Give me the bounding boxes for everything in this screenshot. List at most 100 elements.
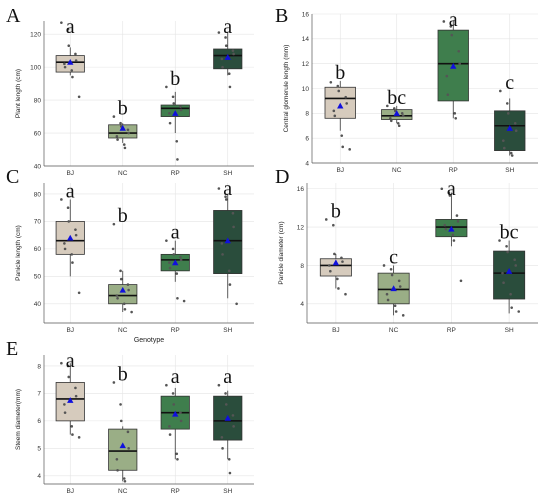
data-point [63, 62, 66, 66]
data-point [514, 264, 518, 267]
data-point [172, 403, 176, 406]
box-sh: a [213, 16, 243, 89]
box-sh: bc [493, 222, 526, 314]
box-rp: a [160, 366, 190, 461]
data-point [513, 258, 516, 262]
x-tick-label: NC [118, 170, 128, 177]
data-point [457, 49, 461, 53]
data-point [397, 279, 401, 283]
data-point [66, 364, 70, 368]
mean-marker [119, 442, 126, 449]
data-point [448, 194, 452, 197]
mean-marker [506, 125, 513, 131]
data-point [126, 430, 130, 434]
data-point [168, 433, 172, 436]
data-point [60, 361, 63, 365]
panel-letter: A [6, 5, 21, 27]
y-tick-label: 16 [302, 11, 310, 18]
y-tick-label: 80 [34, 97, 42, 104]
data-point [447, 191, 451, 194]
y-tick-label: 12 [297, 224, 305, 231]
data-point [127, 288, 130, 292]
data-point [130, 310, 133, 314]
data-point [401, 114, 405, 118]
significance-letter: a [223, 16, 232, 38]
box-nc: b [108, 98, 138, 150]
x-axis-label: Genotype [134, 337, 164, 344]
data-point [443, 223, 447, 227]
panel-b: 4 6 8 10 12 14 16 BJ NC RP SH Central glomerule len… [275, 5, 538, 174]
data-point [227, 457, 231, 461]
data-point [116, 296, 119, 300]
data-point [221, 447, 224, 450]
panel-a: 40 60 80 100 120 BJ NC RP SH Plant length (cm) A a b… [6, 5, 254, 177]
data-point [63, 403, 66, 406]
significance-letter: a [171, 366, 180, 388]
box-nc: c [377, 246, 410, 317]
box-sh: a [213, 178, 243, 306]
box-iqr [493, 250, 526, 300]
significance-letter: a [66, 180, 75, 202]
x-tick-label: BJ [332, 327, 340, 334]
data-point [66, 27, 70, 31]
y-tick-label: 8 [300, 263, 304, 270]
data-point [112, 222, 116, 226]
mean-marker [448, 225, 455, 232]
box-iqr [108, 124, 138, 139]
data-point [67, 375, 71, 379]
mean-marker [390, 285, 397, 292]
data-point [231, 211, 235, 215]
data-point [60, 198, 63, 201]
data-point [453, 112, 457, 115]
x-tick-label: SH [223, 488, 232, 495]
data-point [227, 269, 231, 273]
mean-marker [337, 102, 344, 109]
mean-marker [224, 54, 231, 60]
data-point [449, 25, 453, 28]
mean-marker [450, 62, 457, 69]
data-point [396, 121, 400, 125]
mean-marker [172, 110, 179, 116]
data-point [119, 403, 122, 406]
y-tick-label: 8 [37, 363, 41, 370]
data-point [217, 383, 221, 387]
significance-letter: c [505, 72, 514, 94]
y-tick-label: 4 [300, 301, 304, 308]
x-tick-label: RP [171, 488, 180, 495]
data-point [67, 44, 71, 48]
data-point [506, 250, 509, 254]
data-point [220, 57, 224, 61]
data-point [232, 52, 235, 56]
data-point [228, 283, 232, 286]
data-point [386, 298, 390, 302]
data-point [389, 117, 392, 120]
panel-letter: D [275, 166, 289, 188]
data-point [63, 242, 66, 245]
significance-letter: a [66, 350, 75, 372]
data-point [112, 115, 116, 118]
data-point [66, 206, 70, 210]
data-point [67, 220, 71, 223]
data-point [165, 383, 168, 387]
data-point [77, 291, 81, 295]
data-point [345, 102, 348, 105]
x-tick-label: RP [447, 327, 456, 334]
data-point [116, 468, 119, 472]
y-tick-label: 60 [34, 246, 42, 253]
data-point [498, 239, 501, 242]
data-point [115, 135, 119, 138]
y-tick-label: 40 [34, 163, 42, 170]
data-point [175, 452, 179, 456]
box-nc: bc [381, 87, 413, 128]
data-point [77, 95, 81, 99]
x-tick-label: RP [171, 170, 180, 177]
box-rp: b [160, 68, 190, 161]
data-point [74, 52, 77, 56]
data-point [344, 95, 348, 99]
panel-c: 40 50 60 70 80 BJ NC RP SH Panicle length (cm) Gen… [6, 166, 254, 344]
data-point [510, 306, 513, 309]
y-tick-label: 100 [30, 64, 41, 71]
y-tick-label: 60 [34, 130, 42, 137]
